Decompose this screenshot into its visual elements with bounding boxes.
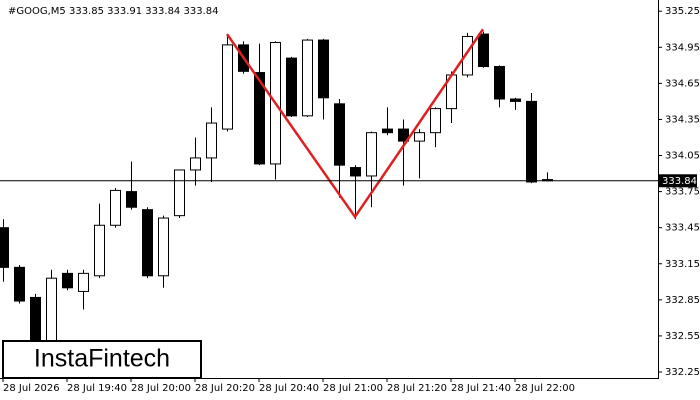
y-tick-label: 332.25 — [665, 367, 700, 378]
candle-body — [382, 128, 393, 134]
chart-title: #GOOG,M5 333.85 333.91 333.84 333.84 — [8, 6, 218, 17]
candle-body — [318, 39, 329, 99]
candle-body — [430, 108, 441, 134]
candle-body — [222, 44, 233, 130]
candle-body — [0, 227, 9, 268]
candle-body — [142, 209, 153, 277]
y-tick-label: 332.55 — [665, 331, 700, 342]
candle-body — [78, 272, 89, 292]
candle-body — [398, 128, 409, 142]
x-tick-label: 28 Jul 20:00 — [131, 383, 191, 394]
y-tick-label: 334.05 — [665, 151, 700, 162]
candle-body — [526, 100, 537, 183]
candle-body — [14, 266, 25, 302]
candle-body — [30, 296, 41, 347]
candle-body — [350, 167, 361, 177]
candle-body — [462, 35, 473, 76]
y-tick-label: 333.45 — [665, 223, 700, 234]
y-tick-label: 334.65 — [665, 78, 700, 89]
x-tick-label: 28 Jul 20:20 — [195, 383, 255, 394]
candle-body — [334, 103, 345, 166]
candle-body — [46, 277, 57, 347]
candle-body — [62, 272, 73, 289]
candle-body — [174, 169, 185, 217]
candle-body — [478, 33, 489, 68]
x-tick-label: 28 Jul 22:00 — [515, 383, 575, 394]
candle-body — [366, 132, 377, 177]
watermark: InstaFintech — [34, 345, 170, 373]
current-price-label: 333.84 — [662, 176, 697, 187]
x-tick-label: 28 Jul 21:40 — [451, 383, 511, 394]
y-tick-label: 333.15 — [665, 259, 700, 270]
x-tick-label: 28 Jul 21:00 — [323, 383, 383, 394]
candle-body — [126, 191, 137, 208]
candle-body — [94, 224, 105, 277]
candle-body — [206, 122, 217, 159]
candle-body — [158, 217, 169, 277]
y-tick-label: 335.25 — [665, 6, 700, 17]
candle-body — [190, 157, 201, 171]
y-tick-label: 334.35 — [665, 114, 700, 125]
x-tick-label: 28 Jul 2026 — [3, 383, 60, 394]
watermark-box — [2, 340, 202, 379]
candle-body — [414, 132, 425, 142]
candle-body — [254, 72, 265, 165]
candle-body — [494, 66, 505, 100]
candle-body — [302, 39, 313, 117]
x-tick-label: 28 Jul 20:40 — [259, 383, 319, 394]
x-tick-label: 28 Jul 19:40 — [67, 383, 127, 394]
y-tick-label: 332.85 — [665, 295, 700, 306]
current-price-box — [659, 174, 697, 188]
candle-body — [510, 98, 521, 102]
y-tick-label: 333.75 — [665, 187, 700, 198]
candle-body — [286, 57, 297, 117]
y-tick-label: 334.95 — [665, 42, 700, 53]
pattern-line — [225, 28, 485, 220]
x-tick-label: 28 Jul 21:20 — [387, 383, 447, 394]
candle-body — [110, 189, 121, 226]
